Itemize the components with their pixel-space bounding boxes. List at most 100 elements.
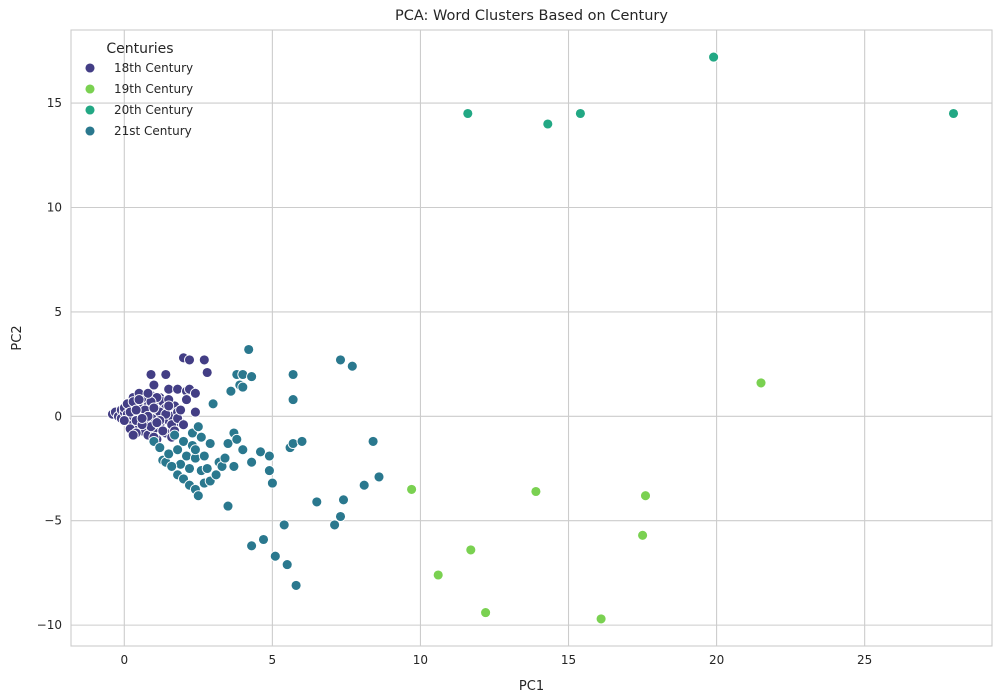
data-point [198, 354, 210, 366]
legend-marker [84, 83, 96, 95]
data-point [406, 483, 418, 495]
data-point [142, 387, 154, 399]
data-point [640, 490, 651, 502]
data-point [595, 613, 607, 625]
data-point [480, 607, 492, 619]
x-tick-label: 15 [561, 653, 576, 667]
data-point [130, 404, 142, 416]
legend-label: 21st Century [114, 124, 192, 138]
data-point [246, 456, 258, 468]
data-point [269, 550, 281, 562]
data-point [358, 479, 370, 491]
data-point [184, 354, 195, 366]
data-point [574, 108, 586, 119]
chart-title: PCA: Word Clusters Based on Century [395, 8, 668, 24]
data-point [237, 369, 249, 380]
data-point [175, 404, 187, 416]
data-point [181, 450, 192, 462]
data-point [530, 486, 542, 497]
x-tick-label: 0 [120, 653, 128, 667]
legend-label: 18th Century [114, 61, 193, 75]
data-point [228, 460, 240, 472]
y-tick-label: 15 [47, 96, 62, 110]
data-point [462, 108, 474, 119]
data-points [107, 51, 959, 625]
legend-marker [84, 62, 96, 74]
data-point [335, 511, 346, 522]
series-2 [462, 51, 959, 130]
data-point [278, 519, 290, 531]
data-point [210, 469, 222, 481]
data-point [181, 394, 192, 406]
data-point [148, 379, 160, 391]
x-tick-label: 25 [857, 653, 872, 667]
legend: Centuries 18th Century 19th Century 20th C… [84, 41, 193, 138]
data-point [281, 559, 293, 571]
legend-marker [84, 104, 96, 116]
data-point [163, 400, 175, 412]
data-point [184, 463, 195, 474]
x-axis-label: PC1 [519, 679, 544, 694]
data-point [237, 381, 249, 393]
data-point [151, 417, 163, 429]
y-axis-label: PC2 [10, 325, 25, 350]
data-point [192, 490, 204, 502]
data-point [311, 496, 323, 508]
x-tick-label: 20 [709, 653, 724, 667]
data-point [148, 402, 160, 414]
data-point [222, 500, 234, 512]
data-point [637, 529, 649, 541]
data-point [432, 569, 444, 581]
tick-labels: 0 5 10 15 20 25 −10 −5 0 5 10 15 [37, 96, 873, 667]
y-tick-label: 5 [54, 305, 62, 319]
data-point [178, 435, 189, 447]
data-point [178, 419, 189, 431]
data-point [195, 431, 207, 443]
data-point [136, 412, 148, 424]
data-point [133, 394, 145, 406]
data-point [189, 406, 201, 418]
grid [71, 30, 992, 646]
series-1 [406, 377, 767, 625]
data-point [465, 544, 477, 556]
data-point [172, 383, 184, 395]
data-point [219, 452, 231, 464]
data-point [346, 360, 358, 372]
data-point [246, 371, 258, 383]
data-point [192, 421, 204, 433]
data-point [246, 540, 258, 552]
data-point [118, 415, 130, 426]
data-point [243, 344, 255, 355]
y-tick-label: −10 [37, 618, 62, 632]
data-point [708, 51, 720, 63]
data-point [948, 108, 959, 119]
data-point [225, 385, 237, 397]
data-point [367, 435, 379, 447]
data-point [207, 398, 219, 410]
data-point [287, 369, 299, 380]
data-point [335, 354, 346, 366]
data-point [201, 367, 213, 378]
data-point [189, 444, 201, 456]
data-point [258, 534, 269, 545]
series-3 [148, 344, 385, 591]
x-tick-label: 5 [269, 653, 277, 667]
data-point [198, 450, 210, 462]
data-point [204, 438, 216, 449]
data-point [263, 450, 275, 462]
data-point [329, 519, 341, 531]
data-point [231, 433, 243, 445]
legend-items: 18th Century 19th Century 20th Century 21st… [84, 61, 193, 138]
data-point [338, 494, 349, 506]
legend-marker [84, 125, 96, 137]
legend-label: 20th Century [114, 103, 193, 117]
x-tick-label: 10 [413, 653, 428, 667]
data-point [166, 460, 178, 472]
data-point [201, 463, 213, 474]
data-point [222, 438, 234, 449]
plot-frame [70, 29, 993, 647]
data-point [169, 429, 181, 441]
data-point [157, 425, 169, 437]
data-point [266, 477, 278, 489]
